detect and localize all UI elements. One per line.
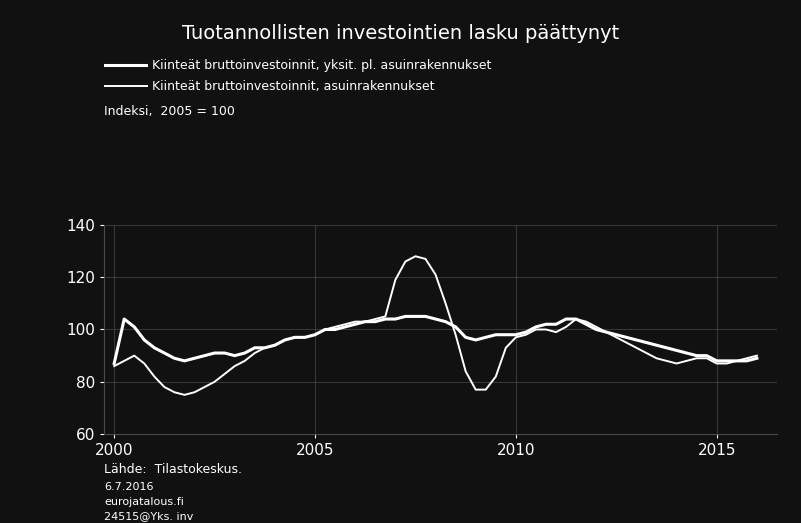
Text: —: — [104,58,119,73]
Text: 6.7.2016: 6.7.2016 [104,482,154,492]
Text: Kiinteät bruttoinvestoinnit, yksit. pl. asuinrakennukset: Kiinteät bruttoinvestoinnit, yksit. pl. … [152,59,492,72]
Text: Kiinteät bruttoinvestoinnit, asuinrakennukset: Kiinteät bruttoinvestoinnit, asuinrakenn… [152,80,435,93]
Text: Tuotannollisten investointien lasku päättynyt: Tuotannollisten investointien lasku päät… [182,24,619,42]
Text: Indeksi,  2005 = 100: Indeksi, 2005 = 100 [104,105,235,118]
Text: Lähde:  Tilastokeskus.: Lähde: Tilastokeskus. [104,463,242,476]
Text: eurojatalous.fi: eurojatalous.fi [104,497,184,507]
Text: 24515@Yks. inv: 24515@Yks. inv [104,511,194,521]
